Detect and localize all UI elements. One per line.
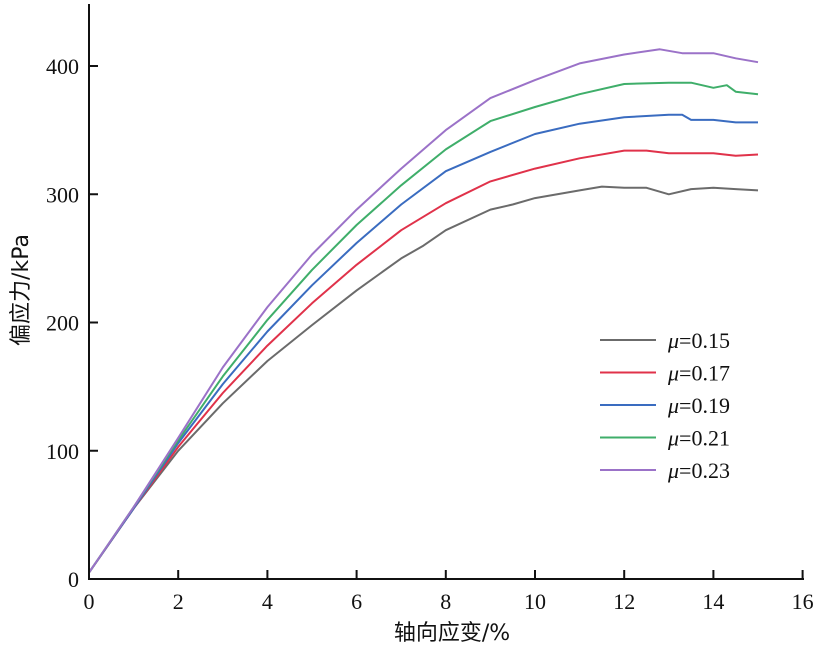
axes — [88, 4, 804, 580]
series-line-mu-0.15 — [88, 185, 759, 574]
legend: μ=0.15μ=0.17μ=0.19μ=0.21μ=0.23 — [600, 328, 730, 483]
y-axis-title: 偏应力/kPa — [9, 234, 34, 346]
x-tick-label: 4 — [262, 589, 273, 614]
legend-label: μ=0.23 — [667, 458, 730, 483]
legend-mu-symbol: μ — [667, 458, 679, 483]
legend-mu-symbol: μ — [667, 393, 679, 418]
x-axis-title: 轴向应变/% — [394, 621, 510, 646]
x-tick-label: 0 — [84, 589, 95, 614]
y-tick-label: 300 — [46, 182, 79, 207]
series-line-mu-0.19 — [88, 113, 758, 574]
series-line-mu-0.21 — [88, 81, 759, 574]
y-tick-label: 100 — [46, 439, 79, 464]
legend-mu-symbol: μ — [667, 328, 679, 353]
x-tick-label: 16 — [792, 589, 814, 614]
x-tick-label: 12 — [613, 589, 635, 614]
legend-mu-symbol: μ — [667, 361, 679, 386]
y-tick-label: 400 — [46, 54, 79, 79]
x-tick-label: 2 — [173, 589, 184, 614]
legend-value: =0.21 — [679, 426, 730, 451]
series-line-mu-0.17 — [88, 149, 759, 574]
legend-label: μ=0.17 — [667, 361, 730, 386]
x-tick-label: 8 — [440, 589, 451, 614]
legend-value: =0.17 — [679, 361, 730, 386]
x-tick-label: 14 — [702, 589, 724, 614]
ticks: 0 2 4 6 8 10 12 14 16 0 100 200 300 400 — [46, 54, 814, 614]
series-layer — [88, 48, 759, 574]
legend-label: μ=0.21 — [667, 426, 730, 451]
legend-label: μ=0.15 — [667, 328, 730, 353]
y-tick-label: 200 — [46, 311, 79, 336]
x-tick-label: 10 — [524, 589, 546, 614]
legend-mu-symbol: μ — [667, 426, 679, 451]
legend-value: =0.23 — [679, 458, 730, 483]
series-line-mu-0.23 — [88, 48, 759, 574]
y-tick-label: 0 — [68, 567, 79, 592]
legend-value: =0.19 — [679, 393, 730, 418]
legend-label: μ=0.19 — [667, 393, 730, 418]
x-tick-label: 6 — [351, 589, 362, 614]
legend-value: =0.15 — [679, 328, 730, 353]
